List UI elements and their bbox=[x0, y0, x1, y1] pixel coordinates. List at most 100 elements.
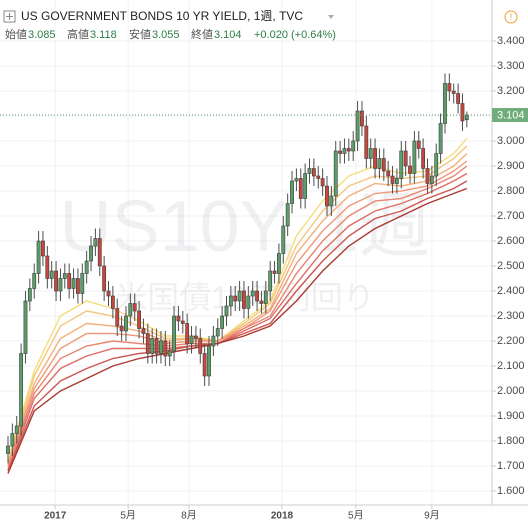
candle-body bbox=[342, 148, 347, 154]
candle-body bbox=[460, 103, 465, 122]
candle-body bbox=[399, 150, 404, 179]
candle-body bbox=[163, 340, 168, 357]
y-tick-label: 1.600 bbox=[497, 485, 525, 497]
candle-body bbox=[285, 203, 290, 227]
candle-body bbox=[49, 270, 54, 279]
candle-body bbox=[421, 148, 426, 169]
candle-body bbox=[355, 110, 360, 142]
candle-body bbox=[19, 353, 24, 427]
candle-body bbox=[281, 225, 286, 254]
candle-body bbox=[97, 238, 102, 267]
candle-body bbox=[237, 290, 242, 302]
candle-body bbox=[303, 173, 308, 199]
dropdown-arrow[interactable] bbox=[328, 15, 334, 19]
y-tick-label: 1.900 bbox=[497, 410, 525, 422]
candle-body bbox=[141, 328, 146, 334]
warning-icon[interactable] bbox=[504, 10, 518, 24]
candle-body bbox=[456, 93, 460, 104]
candle-body bbox=[14, 425, 19, 434]
y-tick-label: 3.300 bbox=[497, 60, 525, 72]
candle-body bbox=[329, 195, 334, 207]
candle-body bbox=[215, 328, 220, 337]
moving-average-line bbox=[7, 172, 468, 472]
y-tick-label: 3.000 bbox=[497, 135, 525, 147]
candle-body bbox=[338, 150, 343, 154]
expand-icon[interactable] bbox=[3, 10, 16, 23]
candle-body bbox=[259, 300, 264, 304]
candle-body bbox=[325, 185, 329, 207]
ohlc-value: 3.104 bbox=[214, 29, 242, 41]
ohlc-label: 高値 bbox=[67, 27, 89, 41]
x-tick-label: 8月 bbox=[181, 510, 197, 522]
candle-body bbox=[93, 238, 98, 247]
moving-average-line bbox=[7, 180, 468, 472]
candle-body bbox=[263, 290, 268, 304]
candle-body bbox=[54, 270, 58, 292]
ohlc-value: 3.118 bbox=[90, 29, 117, 41]
y-tick-label: 2.800 bbox=[497, 185, 525, 197]
candle-body bbox=[180, 320, 185, 324]
candle-body bbox=[438, 123, 443, 154]
y-tick-label: 2.900 bbox=[497, 160, 525, 172]
candle-body bbox=[198, 338, 203, 354]
y-tick-label: 2.500 bbox=[497, 260, 525, 272]
candle-body bbox=[32, 273, 37, 289]
candle-body bbox=[71, 278, 76, 289]
candle-body bbox=[443, 83, 447, 124]
candle-body bbox=[373, 148, 377, 169]
x-tick-label: 2017 bbox=[44, 511, 67, 522]
y-tick-label: 2.000 bbox=[497, 385, 525, 397]
candle-body bbox=[45, 255, 50, 279]
candle-body bbox=[320, 178, 325, 187]
candle-body bbox=[132, 303, 137, 312]
candle-body bbox=[403, 150, 408, 167]
candle-body bbox=[233, 295, 238, 302]
y-tick-label: 3.400 bbox=[497, 35, 525, 47]
candle-body bbox=[106, 290, 111, 297]
y-tick-label: 2.700 bbox=[497, 210, 525, 222]
candle-body bbox=[268, 270, 273, 292]
candle-body bbox=[102, 265, 107, 292]
candle-body bbox=[167, 350, 172, 357]
watermark: US10Y, 1週 bbox=[60, 187, 431, 267]
x-tick-label: 9月 bbox=[424, 510, 440, 522]
change-value: +0.020 (+0.64%) bbox=[254, 29, 336, 41]
chart-title: US GOVERNMENT BONDS 10 YR YIELD, 1週, TVC bbox=[21, 9, 303, 23]
candle-body bbox=[145, 333, 150, 354]
x-tick-label: 5月 bbox=[120, 510, 136, 522]
candle-body bbox=[119, 325, 124, 332]
candle-body bbox=[185, 323, 190, 344]
candle-body bbox=[351, 140, 356, 152]
candle-body bbox=[154, 338, 159, 354]
candle-body bbox=[447, 83, 452, 92]
candle-body bbox=[211, 335, 216, 347]
candle-body bbox=[207, 345, 211, 377]
axes: 1.600 1.700 1.800 1.900 2.000 2.100 2.200 2.300… bbox=[44, 35, 528, 522]
warning-mark: ! bbox=[510, 12, 513, 22]
candle-body bbox=[76, 278, 80, 294]
ohlc-label: 終値 bbox=[191, 27, 213, 41]
candle-body bbox=[290, 180, 294, 204]
candle-body bbox=[110, 295, 115, 309]
candle-body bbox=[386, 170, 391, 177]
ohlc-label: 始値 bbox=[5, 27, 27, 41]
candle-body bbox=[172, 315, 176, 352]
candle-body bbox=[80, 273, 85, 294]
candle-body bbox=[408, 165, 412, 174]
candle-body bbox=[277, 253, 281, 274]
candle-body bbox=[67, 273, 72, 289]
candle-body bbox=[58, 278, 63, 292]
candle-body bbox=[294, 178, 299, 182]
ohlc-value: 3.055 bbox=[152, 29, 180, 41]
ohlc-header: 始値 3.085 高値 3.118 安値 3.055 終値 3.104 +0.020 (+0.6… bbox=[5, 27, 336, 41]
moving-average-line bbox=[7, 165, 468, 469]
candle-body bbox=[62, 273, 67, 279]
candle-body bbox=[128, 303, 133, 317]
candle-body bbox=[159, 340, 163, 354]
candle-body bbox=[298, 178, 303, 199]
y-tick-label: 1.700 bbox=[497, 460, 525, 472]
candle-body bbox=[84, 260, 89, 274]
candle-body bbox=[333, 150, 338, 197]
candle-body bbox=[6, 445, 10, 454]
